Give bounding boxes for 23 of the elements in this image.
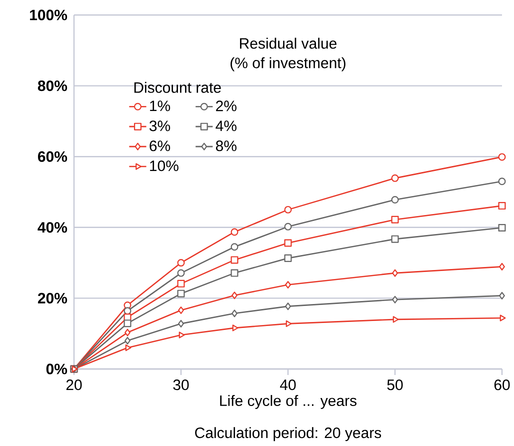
legend-label: 4%	[216, 120, 236, 132]
text: Residual value	[240, 38, 336, 49]
y-tick-label: 100%	[30, 10, 68, 20]
y-tick-label: 80%	[38, 80, 68, 92]
legend-label: 6%	[150, 140, 170, 152]
x-tick-label: 60	[494, 380, 510, 390]
y-tick-label: 60%	[38, 151, 68, 162]
legend-label: 2%	[216, 100, 236, 112]
y-tick-label: 0%	[46, 364, 68, 374]
x-tick-label: 50	[387, 380, 403, 390]
legend-label: 8%	[216, 140, 236, 152]
x-tick-label: 30	[173, 380, 189, 390]
x-axis-title: Life cycle of ... years	[220, 395, 356, 409]
y-tick-label: 20%	[38, 292, 68, 304]
legend-label: 3%	[149, 120, 170, 132]
text: (% of investment)	[230, 57, 346, 72]
x-tick-label: 40	[280, 380, 296, 390]
legend-label: 10%	[150, 160, 178, 172]
legend-label: 1%	[150, 100, 170, 112]
text: Calculation period: 20 years	[195, 427, 382, 442]
x-tick-label: 20	[66, 380, 82, 390]
y-tick-label: 40%	[38, 222, 68, 233]
legend-title: Discount rate	[134, 82, 221, 93]
